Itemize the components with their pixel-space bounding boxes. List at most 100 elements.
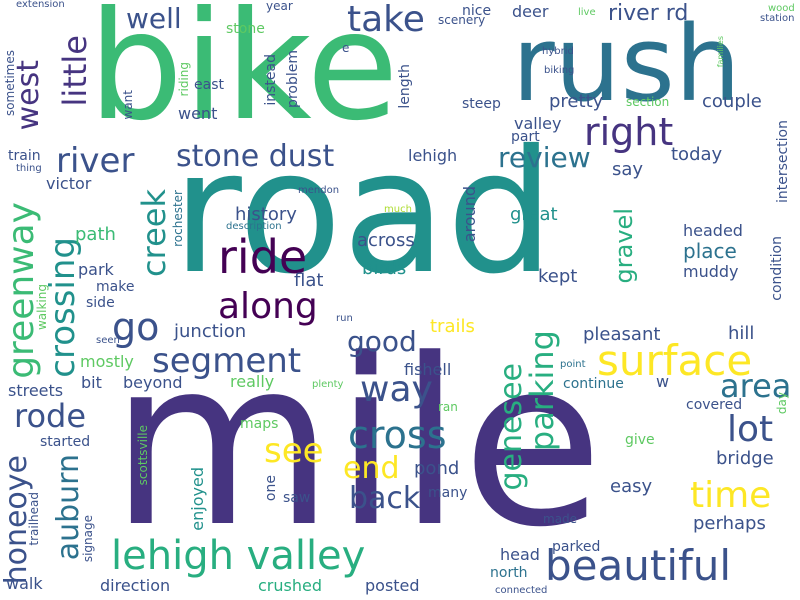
- word: mendon: [298, 185, 340, 196]
- word: train: [8, 148, 41, 164]
- word: cross: [348, 413, 447, 457]
- word: road: [172, 114, 555, 312]
- word: lot: [727, 409, 774, 450]
- word: muddy: [683, 262, 739, 281]
- word: trails: [430, 316, 475, 337]
- word: walking: [35, 284, 49, 331]
- word: back: [349, 481, 421, 516]
- word: little: [56, 35, 94, 107]
- word: instead: [263, 54, 279, 106]
- word: steep: [462, 96, 501, 112]
- word: sometimes: [3, 50, 17, 117]
- word: take: [347, 0, 425, 40]
- word: creek: [135, 189, 173, 277]
- word: around: [460, 186, 479, 243]
- word: many: [428, 485, 468, 501]
- word: extension: [16, 0, 65, 10]
- word: gravel: [610, 208, 638, 284]
- word: rochester: [171, 190, 185, 247]
- word: bridge: [716, 448, 774, 469]
- word: walk: [6, 574, 43, 593]
- word: stone: [226, 21, 265, 37]
- word: direction: [100, 576, 171, 595]
- word: trailhead: [27, 492, 41, 546]
- word: bike: [88, 0, 399, 154]
- word: much: [384, 204, 412, 215]
- word: give: [625, 432, 655, 448]
- word: problem: [285, 50, 301, 108]
- word: year: [266, 0, 293, 13]
- word: make: [96, 279, 135, 295]
- word: junction: [174, 321, 247, 342]
- word: auburn: [51, 454, 86, 561]
- word: pond: [414, 458, 460, 479]
- word: beautiful: [545, 541, 732, 590]
- word: victor: [46, 174, 92, 193]
- word: review: [498, 141, 591, 174]
- word: streets: [8, 381, 64, 400]
- word: history: [235, 204, 297, 225]
- word: head: [500, 545, 540, 564]
- word: say: [612, 159, 644, 180]
- word: mostly: [80, 352, 134, 371]
- word: rode: [14, 397, 87, 435]
- word: great: [510, 204, 558, 225]
- word: across: [357, 230, 415, 251]
- word: well: [126, 2, 182, 35]
- word: kept: [538, 266, 578, 287]
- word: saw: [283, 490, 311, 506]
- word: crushed: [258, 576, 322, 595]
- word: north: [490, 565, 528, 581]
- word: e: [342, 41, 350, 55]
- word: seen: [96, 335, 120, 346]
- word: bit: [81, 373, 102, 392]
- word: enjoyed: [188, 467, 207, 531]
- word: lehigh valley: [111, 533, 366, 579]
- word: end: [343, 451, 400, 486]
- word: hill: [728, 323, 755, 344]
- word: maps: [240, 416, 279, 432]
- word: condition: [769, 236, 785, 301]
- word: deer: [512, 2, 549, 21]
- word: crossing: [43, 237, 83, 378]
- word: along: [218, 286, 318, 327]
- word: today: [671, 144, 723, 165]
- word: nice: [462, 3, 492, 19]
- word: stone dust: [176, 139, 335, 174]
- word: beyond: [123, 373, 183, 392]
- word: rush: [512, 3, 741, 125]
- word: length: [397, 64, 413, 109]
- word: started: [40, 434, 91, 450]
- word: headed: [683, 221, 743, 240]
- word: west: [11, 60, 46, 131]
- word: easy: [610, 476, 653, 497]
- word: riding: [177, 62, 191, 97]
- word: way: [360, 369, 433, 410]
- word: connected: [495, 585, 548, 596]
- word: ride: [218, 230, 308, 284]
- word: park: [78, 260, 114, 279]
- word: point: [560, 359, 586, 370]
- word: see: [264, 431, 324, 471]
- word: thing: [16, 163, 42, 174]
- word: side: [86, 295, 115, 311]
- word: wood: [768, 3, 795, 14]
- word: lehigh: [408, 146, 458, 165]
- word: parking: [523, 330, 561, 452]
- word: segment: [152, 341, 302, 381]
- word: scottsville: [136, 425, 150, 486]
- word: continue: [563, 376, 624, 392]
- word: signage: [81, 515, 95, 563]
- word: good: [347, 325, 417, 358]
- word: area: [720, 367, 792, 405]
- word: w: [656, 372, 670, 391]
- word: one: [263, 475, 279, 502]
- word: families: [716, 36, 725, 68]
- word: made: [543, 512, 578, 526]
- word: run: [336, 313, 353, 324]
- word: want: [121, 90, 135, 120]
- word: birds: [362, 258, 407, 279]
- word: day: [775, 392, 789, 415]
- word: part: [511, 129, 540, 145]
